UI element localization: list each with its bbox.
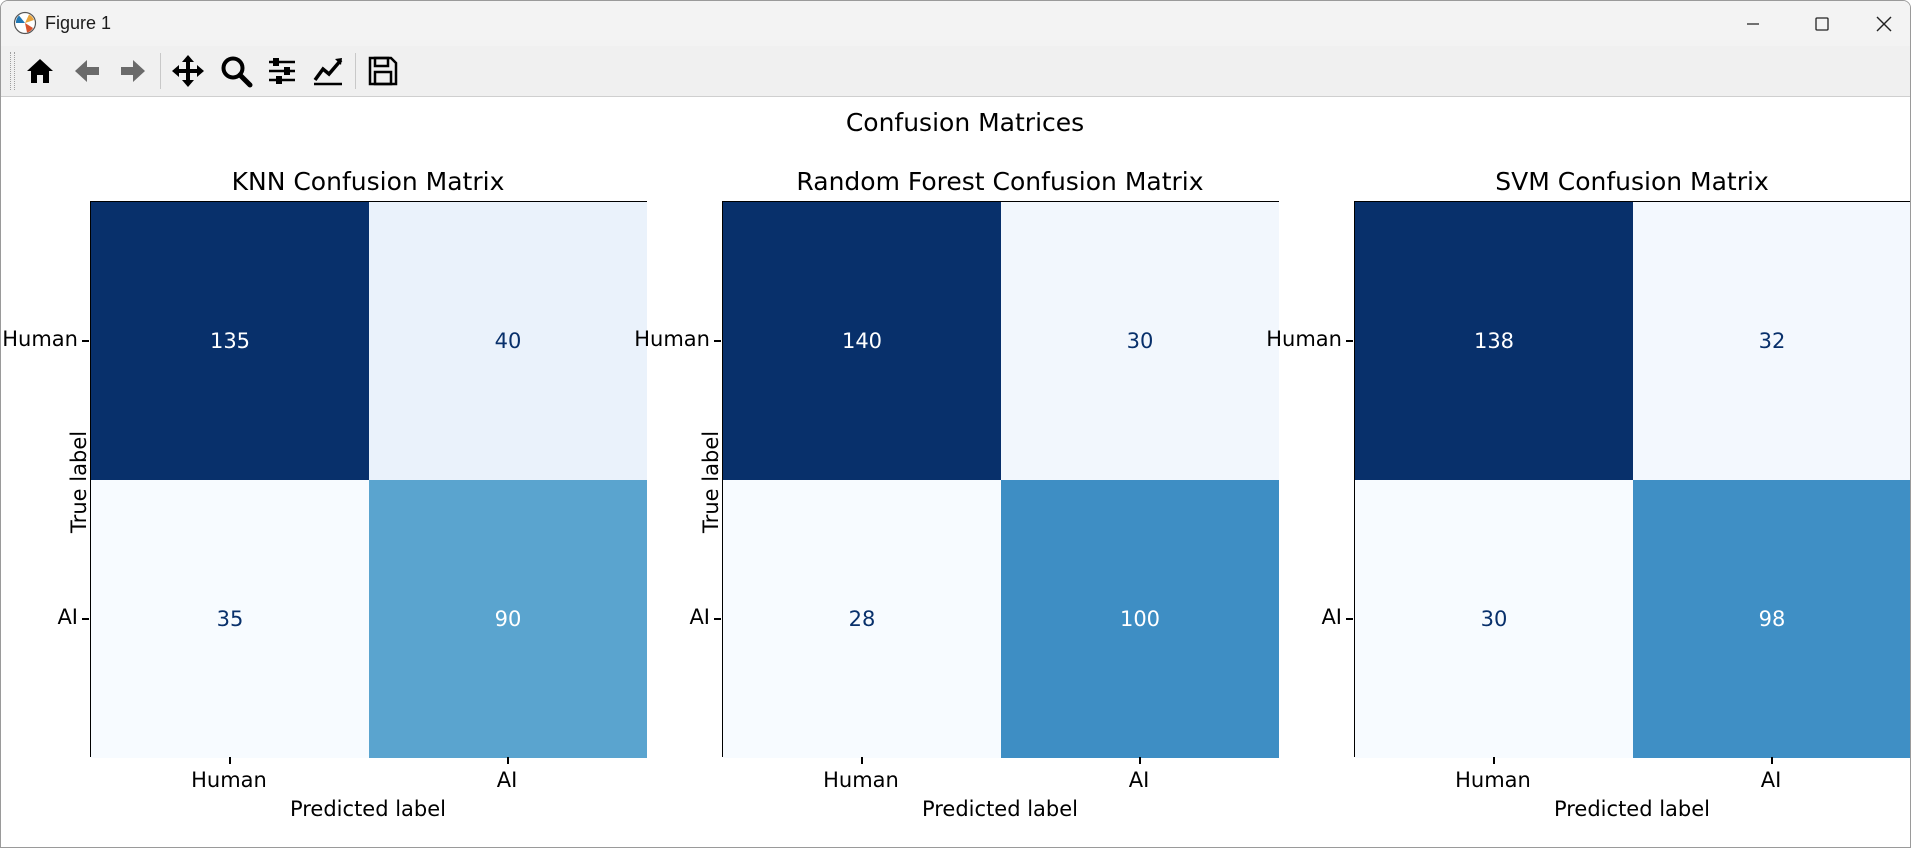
- x-tick-mark: [1139, 757, 1141, 764]
- toolbar-separator: [160, 53, 161, 89]
- y-tick-label: AI: [57, 605, 78, 629]
- y-tick-label: Human: [1266, 327, 1342, 351]
- x-axis-label: Predicted label: [1553, 797, 1711, 821]
- confusion-matrix-axes[interactable]: 138 32 30 98: [1354, 201, 1910, 758]
- home-button[interactable]: [20, 53, 60, 89]
- x-tick-label: AI: [496, 768, 518, 792]
- x-tick-mark: [1493, 757, 1495, 764]
- y-tick-label: AI: [689, 605, 710, 629]
- configure-subplots-button[interactable]: [262, 53, 302, 89]
- panel-title: Random Forest Confusion Matrix: [796, 167, 1204, 196]
- zoom-icon: [221, 56, 253, 88]
- edit-axis-button[interactable]: [308, 53, 348, 89]
- back-icon: [75, 60, 99, 82]
- matrix-cell: 30: [1355, 480, 1633, 758]
- x-tick-mark: [1771, 757, 1773, 764]
- save-button[interactable]: [363, 53, 403, 89]
- y-axis-label: True label: [699, 430, 723, 533]
- close-button[interactable]: [1856, 1, 1910, 46]
- home-icon: [27, 59, 53, 83]
- y-tick-label: Human: [2, 327, 78, 351]
- toolbar-separator: [355, 53, 356, 89]
- matrix-cell: 98: [1633, 480, 1910, 758]
- pan-icon: [172, 55, 204, 87]
- matplotlib-icon: [13, 11, 37, 35]
- confusion-matrix-axes[interactable]: 140 30 28 100: [722, 201, 1279, 758]
- x-tick-mark: [507, 757, 509, 764]
- title-bar[interactable]: Figure 1: [1, 1, 1910, 46]
- x-tick-label: Human: [823, 768, 899, 792]
- y-tick-mark: [1346, 618, 1353, 620]
- matrix-cell: 30: [1001, 202, 1279, 480]
- y-tick-mark: [714, 340, 721, 342]
- panel-title: SVM Confusion Matrix: [1495, 167, 1769, 196]
- navigation-toolbar: [1, 46, 1910, 97]
- save-icon: [368, 56, 398, 86]
- close-icon: [1876, 16, 1892, 31]
- figure-suptitle: Confusion Matrices: [845, 108, 1085, 137]
- y-tick-mark: [714, 618, 721, 620]
- toolbar-grip[interactable]: [10, 52, 15, 90]
- x-tick-label: Human: [191, 768, 267, 792]
- configure-subplots-icon: [269, 58, 295, 84]
- confusion-matrix-axes[interactable]: 135 40 35 90: [90, 201, 647, 758]
- figure-canvas[interactable]: Confusion Matrices KNN Confusion Matrix 1…: [1, 97, 1910, 847]
- matrix-cell: 138: [1355, 202, 1633, 480]
- pan-button[interactable]: [168, 53, 208, 89]
- matrix-cell: 135: [91, 202, 369, 480]
- x-tick-label: AI: [1128, 768, 1150, 792]
- panel-title: KNN Confusion Matrix: [231, 167, 505, 196]
- matrix-cell: 40: [369, 202, 647, 480]
- matrix-cell: 140: [723, 202, 1001, 480]
- y-tick-mark: [82, 340, 89, 342]
- y-tick-label: AI: [1321, 605, 1342, 629]
- x-axis-label: Predicted label: [921, 797, 1079, 821]
- y-axis-label: True label: [67, 430, 91, 533]
- edit-axis-icon: [313, 58, 343, 86]
- minimize-button[interactable]: [1718, 1, 1787, 46]
- x-axis-label: Predicted label: [289, 797, 447, 821]
- y-tick-mark: [82, 618, 89, 620]
- zoom-button[interactable]: [216, 53, 256, 89]
- matrix-cell: 35: [91, 480, 369, 758]
- window-title: Figure 1: [45, 13, 112, 33]
- x-tick-label: AI: [1760, 768, 1782, 792]
- forward-icon: [121, 60, 145, 82]
- maximize-icon: [1814, 16, 1829, 31]
- maximize-button[interactable]: [1787, 1, 1856, 46]
- forward-button[interactable]: [113, 53, 153, 89]
- back-button[interactable]: [67, 53, 107, 89]
- x-tick-mark: [861, 757, 863, 764]
- matrix-cell: 32: [1633, 202, 1910, 480]
- matrix-cell: 100: [1001, 480, 1279, 758]
- y-tick-mark: [1346, 340, 1353, 342]
- y-tick-label: Human: [634, 327, 710, 351]
- minimize-icon: [1746, 22, 1759, 25]
- x-tick-mark: [229, 757, 231, 764]
- x-tick-label: Human: [1455, 768, 1531, 792]
- matrix-cell: 28: [723, 480, 1001, 758]
- matrix-cell: 90: [369, 480, 647, 758]
